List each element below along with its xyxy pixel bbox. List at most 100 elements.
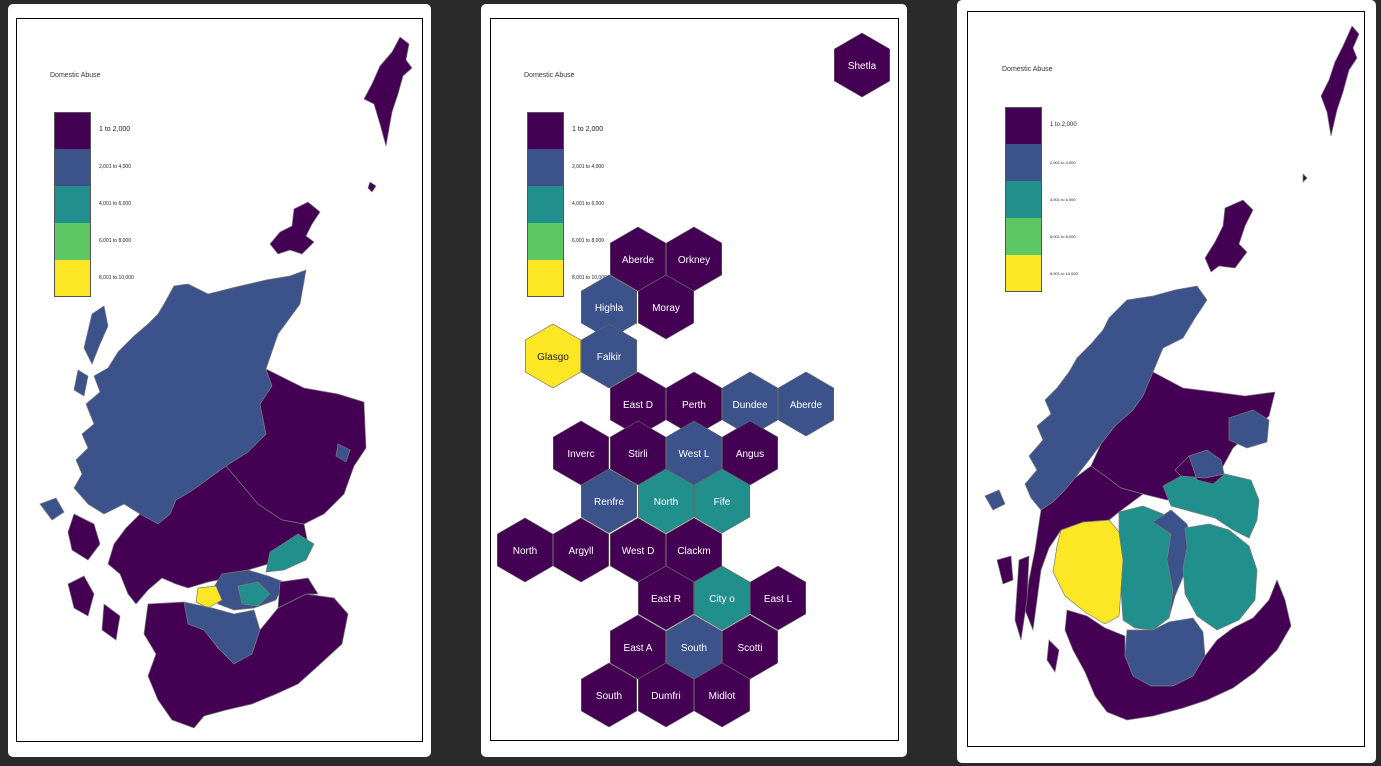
scotland-geographic-map	[39, 36, 413, 729]
hex-label: Stirli	[628, 449, 647, 460]
legend-label-2: 2,001 to 4,000	[1050, 160, 1076, 165]
hex-cell: East R	[638, 565, 694, 631]
hex-label: Dundee	[732, 400, 767, 411]
hex-label: West L	[679, 449, 710, 460]
region-shetland	[363, 36, 413, 147]
hex-label: Highla	[595, 303, 624, 314]
hex-label: Midlot	[709, 691, 736, 702]
legend-label-4: 6,001 to 8,000	[572, 238, 604, 244]
legend: 1 to 2,000 2,001 to 4,000 4,001 to 6,000…	[54, 112, 174, 300]
hex-cell: Renfre	[581, 468, 637, 534]
hex-label: North	[654, 497, 678, 508]
hex-shape	[581, 662, 637, 728]
legend-swatch-1	[1005, 107, 1042, 144]
hex-shape	[553, 517, 609, 583]
hex-shape	[496, 517, 553, 583]
hex-shape	[638, 565, 694, 631]
hex-cell: North	[638, 468, 694, 534]
hex-shape	[777, 371, 835, 437]
region-orkney	[269, 201, 321, 255]
hex-label: Argyll	[568, 546, 593, 557]
hex-cell: East L	[749, 565, 807, 631]
hex-label: Moray	[652, 303, 680, 314]
legend-label-2: 2,001 to 4,000	[572, 164, 604, 170]
hex-cell: Aberde	[777, 371, 835, 437]
hex-shape	[524, 323, 581, 389]
hex-cell: City o	[694, 565, 751, 631]
hexbin-map: Shetla Aberde Orkney Highla Moray Glasgo Falki…	[496, 32, 891, 728]
map-frame	[967, 11, 1365, 747]
hex-cell: Glasgo	[524, 323, 581, 389]
hex-label: South	[681, 643, 707, 654]
hex-shape	[694, 565, 751, 631]
hex-label: East L	[764, 594, 793, 605]
legend-swatch-3	[54, 186, 91, 223]
legend-swatch-2	[54, 149, 91, 186]
hex-shape	[694, 662, 751, 728]
hex-label: Renfre	[594, 497, 624, 508]
legend-label-4: 6,001 to 8,000	[99, 238, 131, 244]
hex-cell: Fife	[694, 468, 751, 534]
hex-shape	[694, 468, 751, 534]
hex-label: East D	[623, 400, 653, 411]
hex-label: Dumfri	[651, 691, 680, 702]
map-frame	[16, 18, 423, 742]
legend: 1 to 2,000 2,001 to 4,000 4,001 to 6,000…	[527, 112, 647, 300]
carto-orkney	[1204, 199, 1254, 273]
legend-swatch-2	[1005, 144, 1042, 181]
legend-swatch-2	[527, 149, 564, 186]
legend-swatch-1	[527, 112, 564, 149]
hex-label: Falkir	[597, 352, 622, 363]
hex-shape	[638, 274, 694, 340]
legend-label-1: 1 to 2,000	[572, 126, 604, 133]
region-argyll-islands	[67, 513, 101, 561]
hex-label: South	[596, 691, 622, 702]
hex-cell: Argyll	[553, 517, 609, 583]
cartogram-map-panel: Domestic Abuse 1 to 2,000 2,001 to 4,000…	[957, 0, 1376, 763]
hex-cell: Moray	[638, 274, 694, 340]
legend-label-3: 4,001 to 6,000	[1050, 197, 1076, 202]
hex-label: Clackm	[677, 546, 710, 557]
hex-label: West D	[622, 546, 655, 557]
hex-cell: Dumfri	[638, 662, 694, 728]
legend-swatch-5	[527, 260, 564, 297]
legend-swatch-1	[54, 112, 91, 149]
region-outer-hebrides	[83, 305, 109, 365]
hex-label: North	[513, 546, 537, 557]
carto-shetland	[1320, 25, 1360, 137]
carto-glasgow	[1052, 519, 1124, 625]
hex-label: City o	[709, 594, 735, 605]
hexbin-map-panel: Domestic Abuse 1 to 2,000 2,001 to 4,000…	[481, 4, 907, 757]
map-title: Domestic Abuse	[1002, 66, 1053, 73]
hex-cell: North	[496, 517, 553, 583]
legend-label-4: 6,001 to 8,000	[1050, 234, 1076, 239]
legend-swatch-4	[527, 223, 564, 260]
region-south	[143, 593, 349, 729]
hex-shape	[749, 565, 807, 631]
hex-label: Angus	[736, 449, 764, 460]
carto-aberdeen	[1228, 409, 1270, 449]
hex-label: Fife	[714, 497, 731, 508]
hex-label: Perth	[682, 400, 706, 411]
hex-shape	[638, 468, 694, 534]
hex-shape	[581, 323, 637, 389]
legend-label-3: 4,001 to 6,000	[572, 201, 604, 207]
hex-shape	[581, 468, 637, 534]
carto-argyll	[1024, 465, 1144, 632]
legend-label-5: 8,001 to 10,000	[99, 275, 134, 281]
legend-label-1: 1 to 2,000	[1050, 122, 1077, 128]
legend-label-1: 1 to 2,000	[99, 126, 131, 133]
hex-shape	[638, 662, 694, 728]
hex-label: Shetla	[848, 61, 877, 72]
hex-label: East A	[624, 643, 653, 654]
hex-cell: Falkir	[581, 323, 637, 389]
legend-swatch-5	[54, 260, 91, 297]
hex-label: East R	[651, 594, 681, 605]
legend-label-2: 2,001 to 4,000	[99, 164, 131, 170]
legend-swatch-4	[54, 223, 91, 260]
map-frame	[490, 18, 899, 741]
legend-swatch-3	[527, 186, 564, 223]
legend: 1 to 2,000 2,001 to 4,000 4,001 to 6,000…	[1005, 107, 1125, 295]
hex-label: Glasgo	[537, 352, 569, 363]
hex-label: Scotti	[737, 643, 762, 654]
